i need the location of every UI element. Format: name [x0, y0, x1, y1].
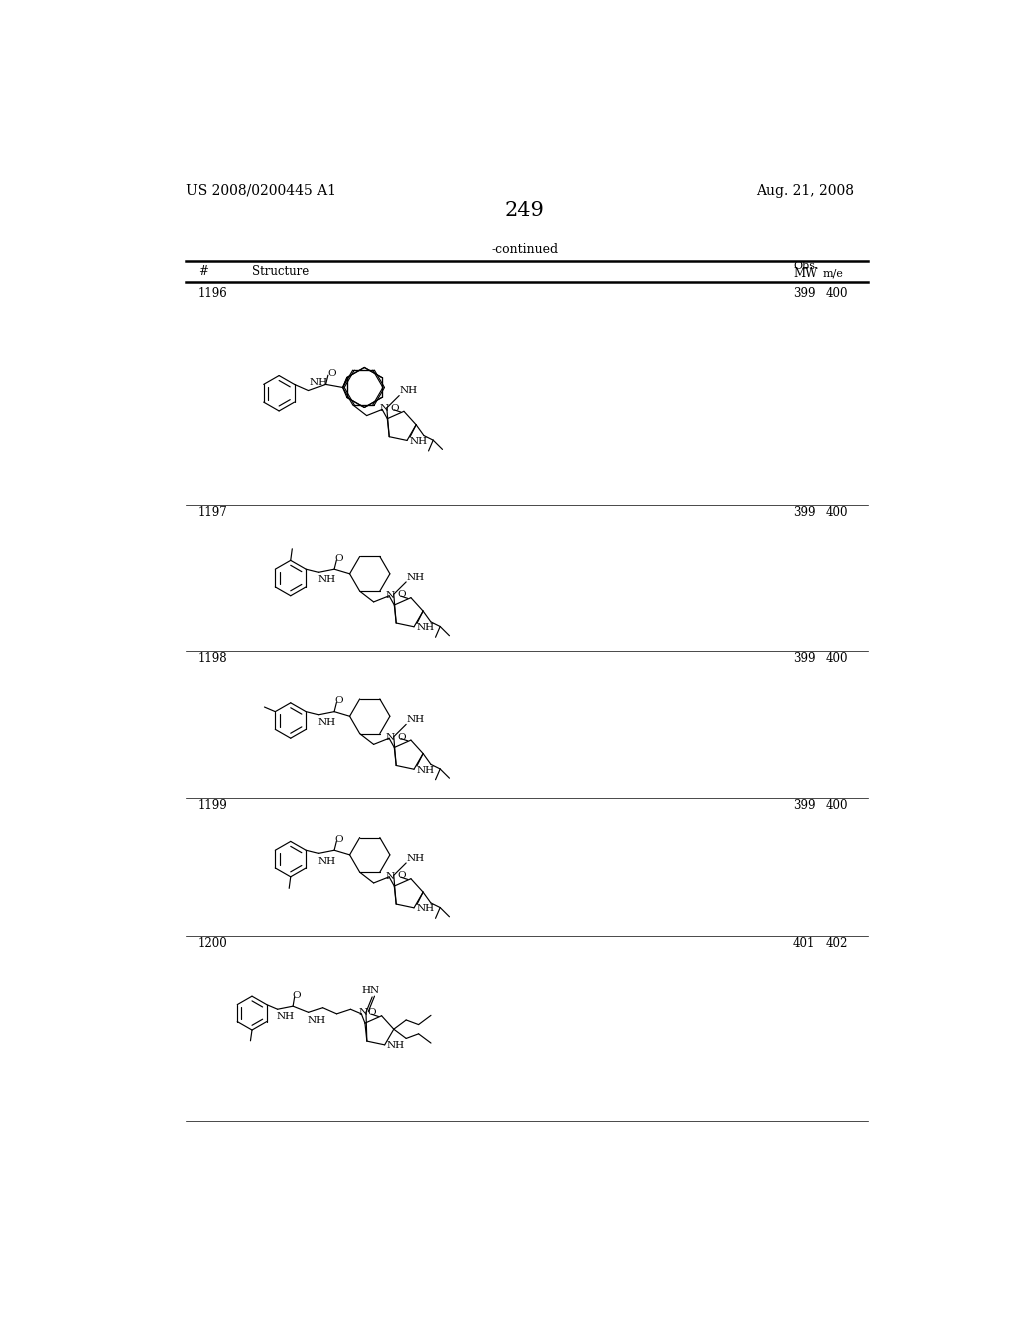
- Text: 1200: 1200: [198, 937, 227, 950]
- Text: NH: NH: [407, 573, 425, 582]
- Text: N: N: [379, 404, 388, 413]
- Text: -continued: -continued: [492, 243, 558, 256]
- Text: 399: 399: [793, 286, 815, 300]
- Text: NH: NH: [407, 715, 425, 725]
- Text: N: N: [386, 733, 395, 742]
- Text: 1198: 1198: [198, 652, 227, 665]
- Text: 400: 400: [825, 286, 848, 300]
- Text: 399: 399: [793, 652, 815, 665]
- Text: MW: MW: [793, 268, 817, 280]
- Text: 399: 399: [793, 799, 815, 812]
- Text: NH: NH: [417, 766, 434, 775]
- Text: O: O: [335, 697, 343, 705]
- Text: NH: NH: [400, 387, 418, 396]
- Text: 402: 402: [825, 937, 848, 950]
- Text: O: O: [335, 554, 343, 562]
- Text: O: O: [397, 590, 406, 599]
- Text: NH: NH: [317, 576, 335, 585]
- Text: N: N: [386, 590, 395, 599]
- Text: US 2008/0200445 A1: US 2008/0200445 A1: [186, 183, 336, 198]
- Text: O: O: [368, 1008, 376, 1018]
- Text: NH: NH: [276, 1012, 294, 1022]
- Text: 400: 400: [825, 652, 848, 665]
- Text: Aug. 21, 2008: Aug. 21, 2008: [756, 183, 854, 198]
- Text: N: N: [358, 1008, 368, 1016]
- Text: NH: NH: [309, 379, 328, 387]
- Text: Obs.: Obs.: [793, 261, 818, 271]
- Text: NH: NH: [407, 854, 425, 863]
- Text: NH: NH: [417, 904, 434, 913]
- Text: 399: 399: [793, 506, 815, 519]
- Text: O: O: [397, 733, 406, 742]
- Text: HN: HN: [361, 986, 380, 995]
- Text: Structure: Structure: [252, 265, 309, 279]
- Text: 400: 400: [825, 799, 848, 812]
- Text: N: N: [386, 871, 395, 880]
- Text: 401: 401: [793, 937, 815, 950]
- Text: 1199: 1199: [198, 799, 227, 812]
- Text: O: O: [390, 404, 398, 413]
- Text: 249: 249: [505, 201, 545, 220]
- Text: O: O: [397, 871, 406, 880]
- Text: NH: NH: [410, 437, 427, 446]
- Text: O: O: [327, 370, 336, 378]
- Text: NH: NH: [417, 623, 434, 632]
- Text: NH: NH: [307, 1015, 326, 1024]
- Text: m/e: m/e: [822, 269, 844, 279]
- Text: NH: NH: [387, 1041, 406, 1051]
- Text: 1197: 1197: [198, 506, 227, 519]
- Text: O: O: [335, 836, 343, 843]
- Text: #: #: [198, 265, 208, 279]
- Text: 1196: 1196: [198, 286, 227, 300]
- Text: NH: NH: [317, 857, 335, 866]
- Text: 400: 400: [825, 506, 848, 519]
- Text: NH: NH: [317, 718, 335, 727]
- Text: O: O: [292, 991, 301, 999]
